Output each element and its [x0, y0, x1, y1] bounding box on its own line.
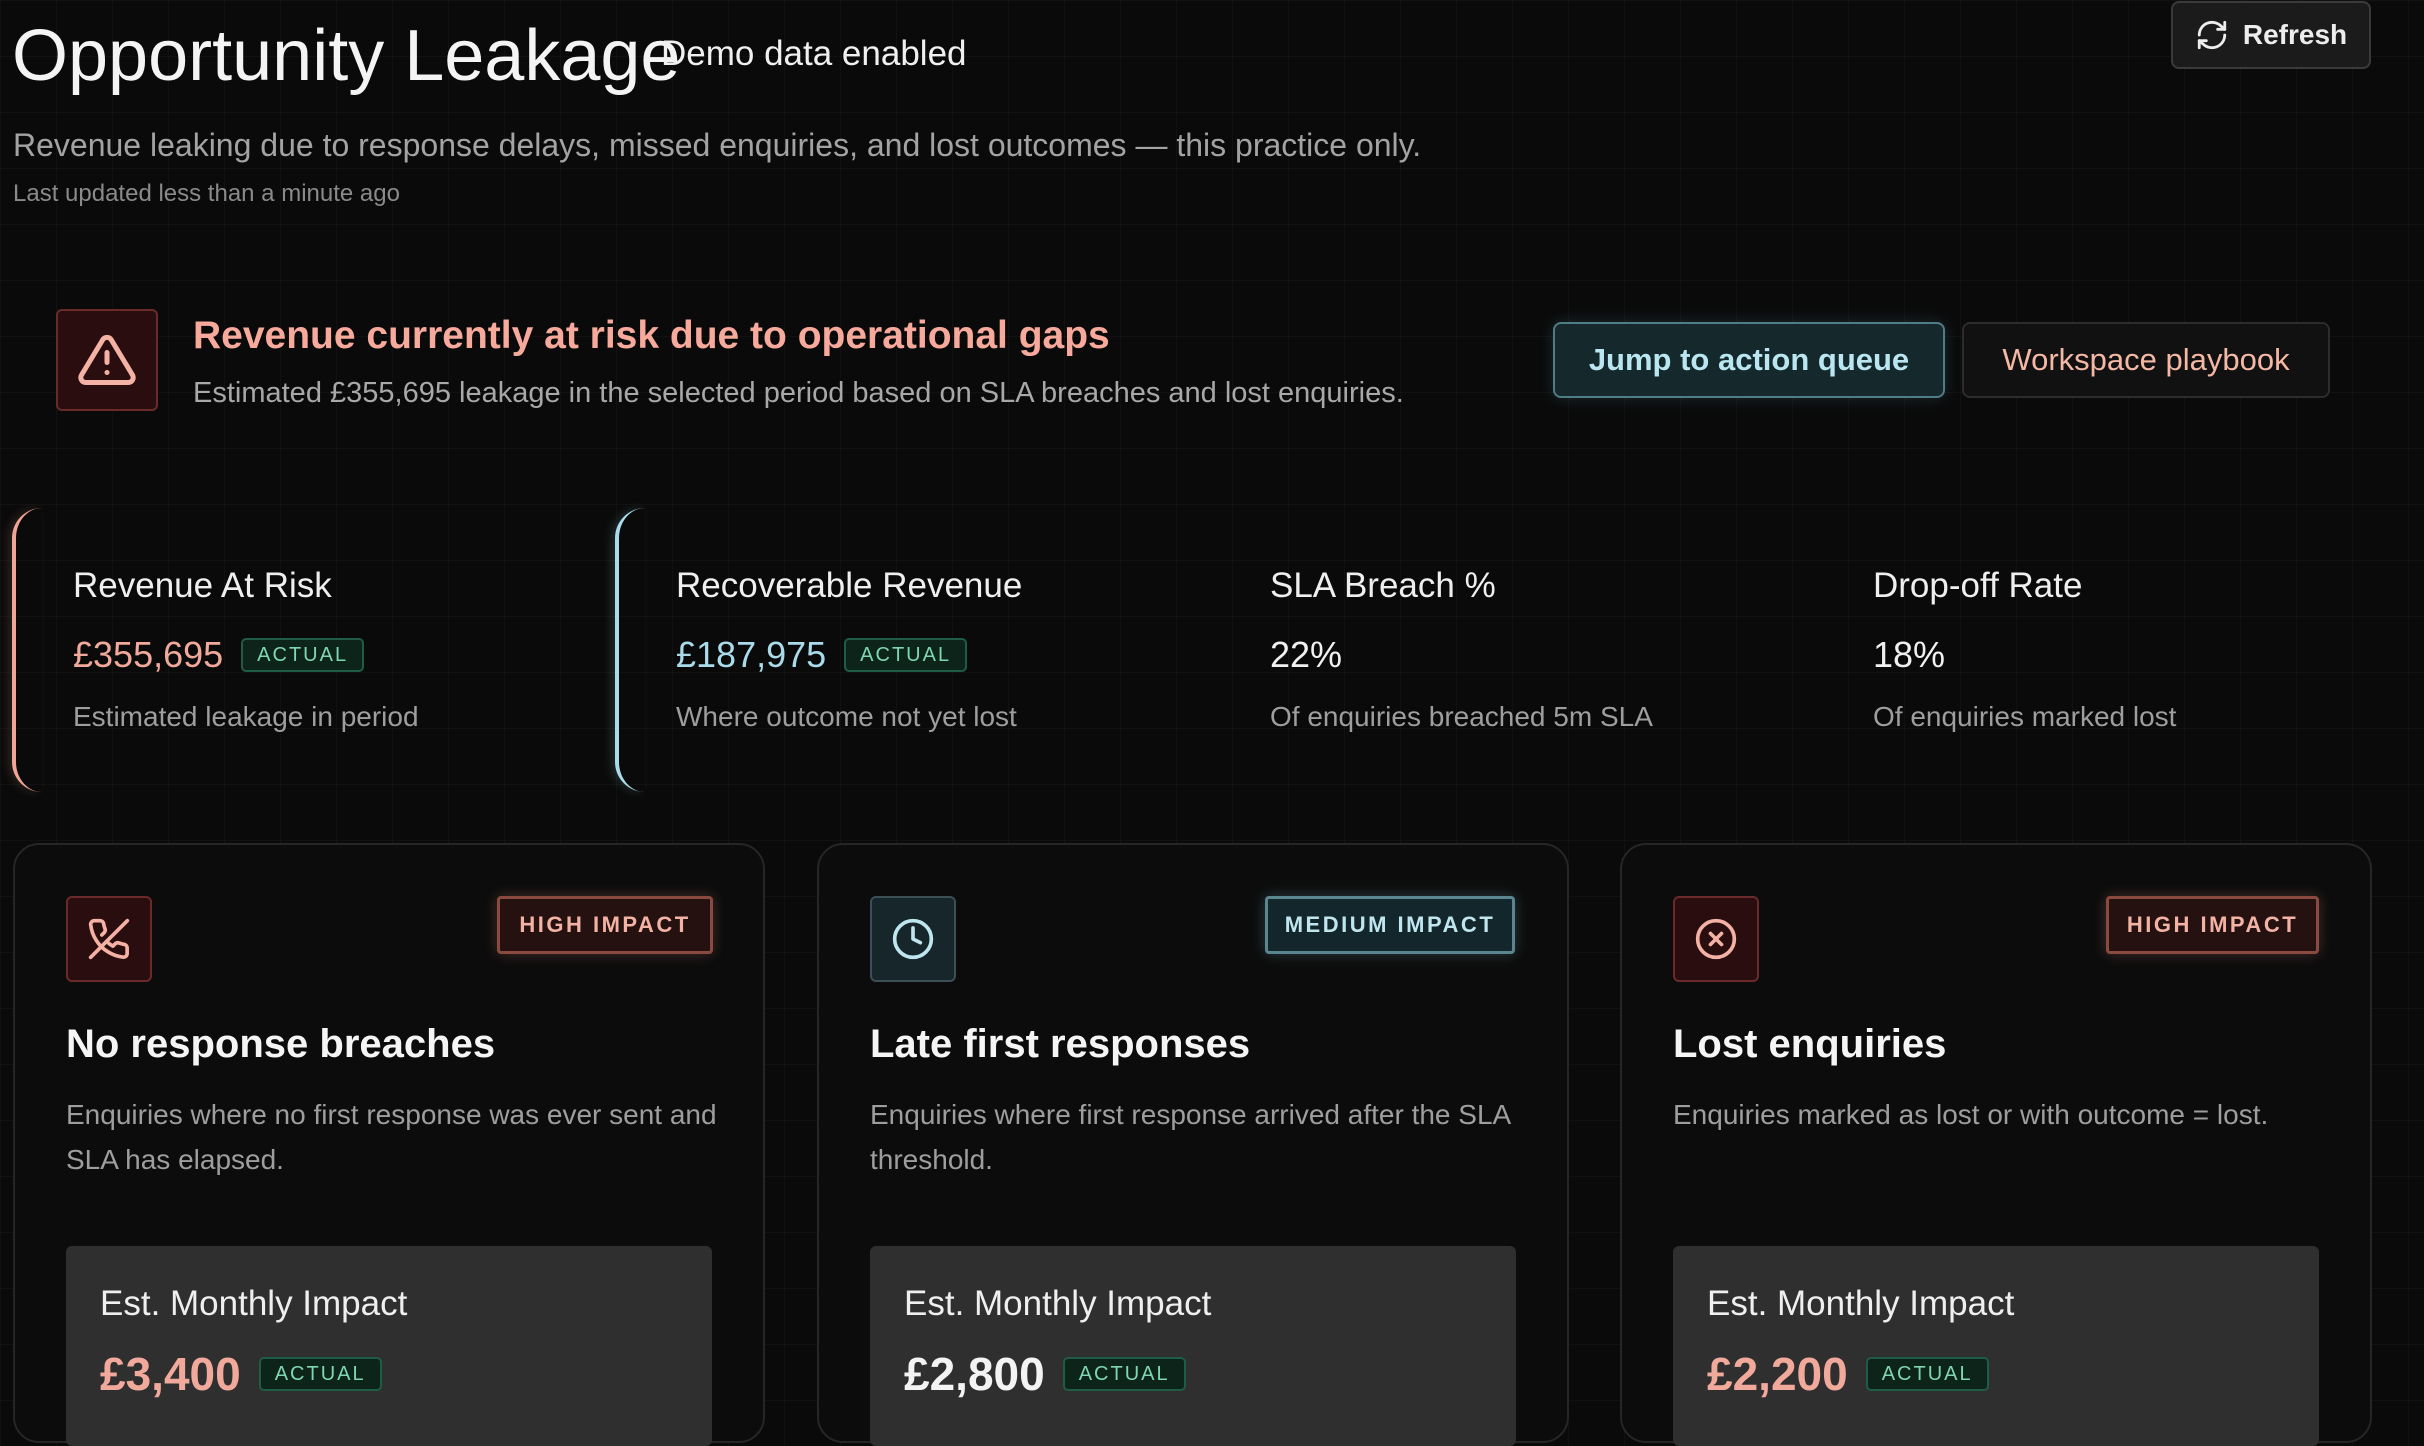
monthly-impact-label: Est. Monthly Impact	[100, 1284, 408, 1323]
kpi-value-text: £187,975	[676, 634, 827, 675]
refresh-icon	[2197, 20, 2227, 50]
kpi-accent-bar-revenue-at-risk	[12, 508, 42, 792]
kpi-caption-recoverable-revenue: Where outcome not yet lost	[676, 701, 1017, 732]
monthly-impact-label: Est. Monthly Impact	[904, 1284, 1212, 1323]
phone-missed-icon	[88, 918, 130, 960]
card-description: Enquiries where first response arrived a…	[870, 1099, 1510, 1175]
monthly-impact-value: £2,200 ACTUAL	[1707, 1346, 1989, 1402]
last-updated-text: Last updated less than a minute ago	[13, 180, 400, 207]
card-title: No response breaches	[66, 1022, 496, 1066]
actual-tag: ACTUAL	[241, 638, 365, 672]
kpi-label-drop-off-rate: Drop-off Rate	[1873, 566, 2083, 605]
alert-title: Revenue currently at risk due to operati…	[193, 314, 1110, 357]
alert-description: Estimated £355,695 leakage in the select…	[193, 377, 1404, 409]
card-icon-container	[1673, 896, 1759, 982]
kpi-label-revenue-at-risk: Revenue At Risk	[73, 566, 332, 605]
card-title: Late first responses	[870, 1022, 1251, 1066]
actual-tag: ACTUAL	[258, 1357, 382, 1391]
jump-to-action-queue-button[interactable]: Jump to action queue	[1553, 322, 1945, 398]
refresh-button[interactable]: Refresh	[2171, 1, 2371, 69]
kpi-value-revenue-at-risk: £355,695 ACTUAL	[73, 633, 365, 677]
impact-badge: HIGH IMPACT	[497, 896, 713, 954]
card-description: Enquiries marked as lost or with outcome…	[1673, 1099, 2269, 1130]
kpi-caption-drop-off-rate: Of enquiries marked lost	[1873, 701, 2177, 732]
monthly-impact-amount: £3,400	[100, 1348, 241, 1400]
card-title: Lost enquiries	[1673, 1022, 1947, 1066]
kpi-value-drop-off-rate: 18%	[1873, 634, 1946, 675]
kpi-caption-sla-breach: Of enquiries breached 5m SLA	[1270, 701, 1653, 732]
x-circle-icon	[1695, 918, 1737, 960]
kpi-value-text: £355,695	[73, 634, 224, 675]
refresh-label: Refresh	[2242, 19, 2348, 50]
card-description: Enquiries where no first response was ev…	[66, 1099, 717, 1175]
monthly-impact-panel: Est. Monthly Impact £3,400 ACTUAL	[66, 1246, 712, 1446]
kpi-value-recoverable-revenue: £187,975 ACTUAL	[676, 633, 968, 677]
page-title: Opportunity Leakage	[12, 16, 681, 96]
card-icon-container	[66, 896, 152, 982]
kpi-value-sla-breach: 22%	[1270, 634, 1343, 675]
kpi-label-sla-breach: SLA Breach %	[1270, 566, 1496, 605]
card-icon-container	[870, 896, 956, 982]
monthly-impact-value: £2,800 ACTUAL	[904, 1346, 1186, 1402]
monthly-impact-amount: £2,800	[904, 1348, 1045, 1400]
kpi-accent-bar-recoverable-revenue	[615, 508, 645, 792]
actual-tag: ACTUAL	[1062, 1357, 1186, 1391]
monthly-impact-panel: Est. Monthly Impact £2,800 ACTUAL	[870, 1246, 1516, 1446]
kpi-label-recoverable-revenue: Recoverable Revenue	[676, 566, 1023, 605]
impact-badge: HIGH IMPACT	[2106, 896, 2319, 954]
monthly-impact-label: Est. Monthly Impact	[1707, 1284, 2015, 1323]
impact-badge: MEDIUM IMPACT	[1265, 896, 1515, 954]
kpi-caption-revenue-at-risk: Estimated leakage in period	[73, 701, 419, 732]
workspace-playbook-button[interactable]: Workspace playbook	[1962, 322, 2330, 398]
monthly-impact-value: £3,400 ACTUAL	[100, 1346, 382, 1402]
demo-data-indicator: Demo data enabled	[661, 34, 967, 73]
warning-triangle-icon	[78, 334, 136, 385]
actual-tag: ACTUAL	[1865, 1357, 1989, 1391]
monthly-impact-amount: £2,200	[1707, 1348, 1848, 1400]
page-subtitle: Revenue leaking due to response delays, …	[13, 127, 1422, 163]
clock-icon	[892, 918, 934, 960]
monthly-impact-panel: Est. Monthly Impact £2,200 ACTUAL	[1673, 1246, 2319, 1446]
alert-icon-container	[56, 309, 158, 411]
actual-tag: ACTUAL	[844, 638, 968, 672]
